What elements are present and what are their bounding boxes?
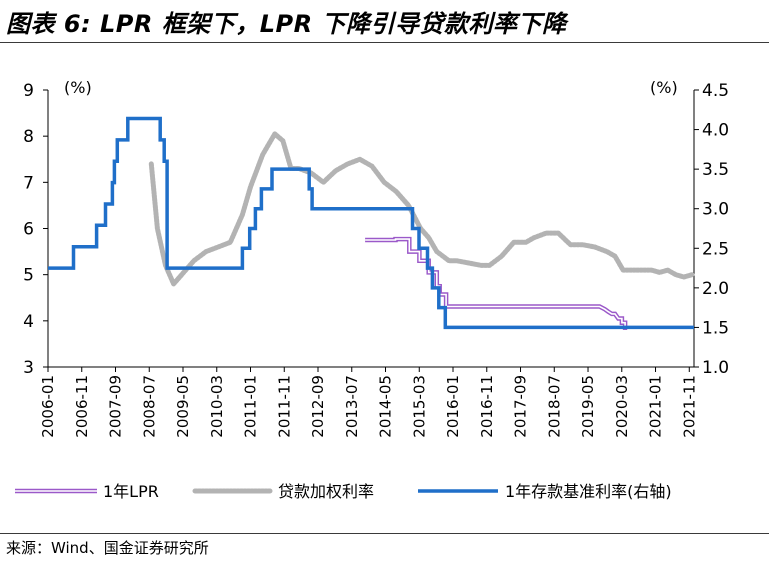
right-tick-label: 1.0: [702, 358, 729, 378]
right-tick-label: 3.5: [702, 160, 729, 180]
x-tick-label: 2011-11: [275, 375, 293, 438]
x-tick-label: 2017-09: [512, 375, 530, 438]
legend: 1年LPR 贷款加权利率 1年存款基准利率(右轴): [15, 482, 672, 501]
x-tick-label: 2006-01: [39, 375, 57, 438]
right-axis-unit: (%): [650, 78, 678, 97]
axes-layer: 3 4 5 6 7 8 9 1.0 1.5 2.0 2.5 3.0 3.5 4.0 4.5 (%) (%): [23, 78, 729, 378]
x-tick-label: 2012-09: [309, 375, 327, 438]
figure-title: 图表 6: LPR 框架下，LPR 下降引导贷款利率下降: [6, 10, 567, 38]
x-tick-labels: 2006-01 2006-11 2007-09 2008-07 2009-05 2010-…: [39, 367, 698, 438]
legend-lpr-label: 1年LPR: [103, 482, 159, 501]
loan-rate-series-line: [148, 131, 695, 287]
left-tick-label: 5: [23, 266, 34, 286]
right-tick-label: 4.0: [702, 121, 729, 141]
left-tick-label: 7: [23, 173, 34, 193]
right-tick-label: 1.5: [702, 318, 729, 338]
left-tick-label: 3: [23, 358, 34, 378]
deposit-rate-series-line: [48, 116, 694, 330]
title-divider: [0, 42, 769, 43]
x-tick-label: 2020-03: [613, 375, 631, 438]
x-tick-label: 2014-05: [377, 375, 395, 438]
left-axis-unit: (%): [64, 78, 92, 97]
x-tick-label: 2015-03: [410, 375, 428, 438]
x-tick-label: 2008-07: [140, 375, 158, 438]
right-tick-label: 3.0: [702, 200, 729, 220]
x-tick-label: 2021-01: [647, 375, 665, 438]
source-divider: [0, 533, 769, 534]
x-tick-label: 2010-03: [208, 375, 226, 438]
x-tick-label: 2011-01: [242, 375, 260, 438]
legend-deposit-label: 1年存款基准利率(右轴): [505, 482, 672, 501]
x-tick-label: 2021-11: [680, 375, 698, 438]
right-tick-label: 2.0: [702, 279, 729, 299]
lpr-series-outline: [365, 236, 628, 331]
x-tick-label: 2006-11: [73, 375, 91, 438]
lpr-series-line: [365, 238, 628, 329]
left-tick-label: 9: [23, 81, 34, 101]
right-tick-label: 2.5: [702, 239, 729, 259]
x-tick-label: 2016-01: [444, 375, 462, 438]
left-tick-label: 8: [23, 127, 34, 147]
x-tick-label: 2016-11: [478, 375, 496, 438]
source-note: 来源：Wind、国金证券研究所: [6, 539, 209, 557]
left-tick-label: 6: [23, 220, 34, 240]
x-tick-label: 2007-09: [107, 375, 125, 438]
x-tick-label: 2018-07: [545, 375, 563, 438]
right-tick-label: 4.5: [702, 81, 729, 101]
x-tick-label: 2013-07: [343, 375, 361, 438]
x-tick-label: 2009-05: [174, 375, 192, 438]
legend-loan-label: 贷款加权利率: [278, 482, 374, 501]
left-tick-label: 4: [23, 312, 34, 332]
x-tick-label: 2019-05: [579, 375, 597, 438]
series-layer: [48, 116, 695, 331]
